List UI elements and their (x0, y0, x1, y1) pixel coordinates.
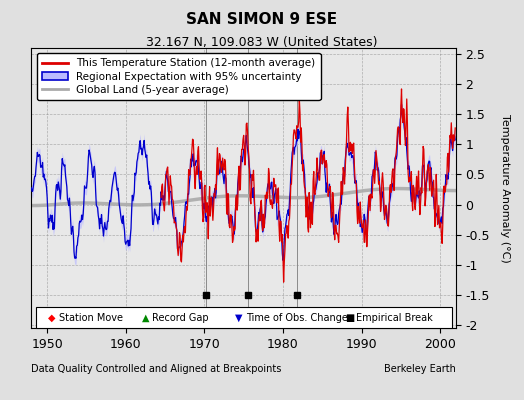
Text: Data Quality Controlled and Aligned at Breakpoints: Data Quality Controlled and Aligned at B… (31, 364, 282, 374)
Y-axis label: Temperature Anomaly (°C): Temperature Anomaly (°C) (499, 114, 509, 262)
Text: ■: ■ (345, 313, 355, 323)
Text: ▲: ▲ (142, 313, 149, 323)
Text: ▼: ▼ (235, 313, 243, 323)
Text: Station Move: Station Move (59, 313, 123, 323)
FancyBboxPatch shape (36, 307, 452, 328)
Text: SAN SIMON 9 ESE: SAN SIMON 9 ESE (187, 12, 337, 27)
Text: Empirical Break: Empirical Break (356, 313, 433, 323)
Text: Time of Obs. Change: Time of Obs. Change (246, 313, 347, 323)
Text: Berkeley Earth: Berkeley Earth (384, 364, 456, 374)
Legend: This Temperature Station (12-month average), Regional Expectation with 95% uncer: This Temperature Station (12-month avera… (37, 53, 321, 100)
Text: Record Gap: Record Gap (152, 313, 209, 323)
Text: ◆: ◆ (48, 313, 56, 323)
Text: 32.167 N, 109.083 W (United States): 32.167 N, 109.083 W (United States) (146, 36, 378, 49)
